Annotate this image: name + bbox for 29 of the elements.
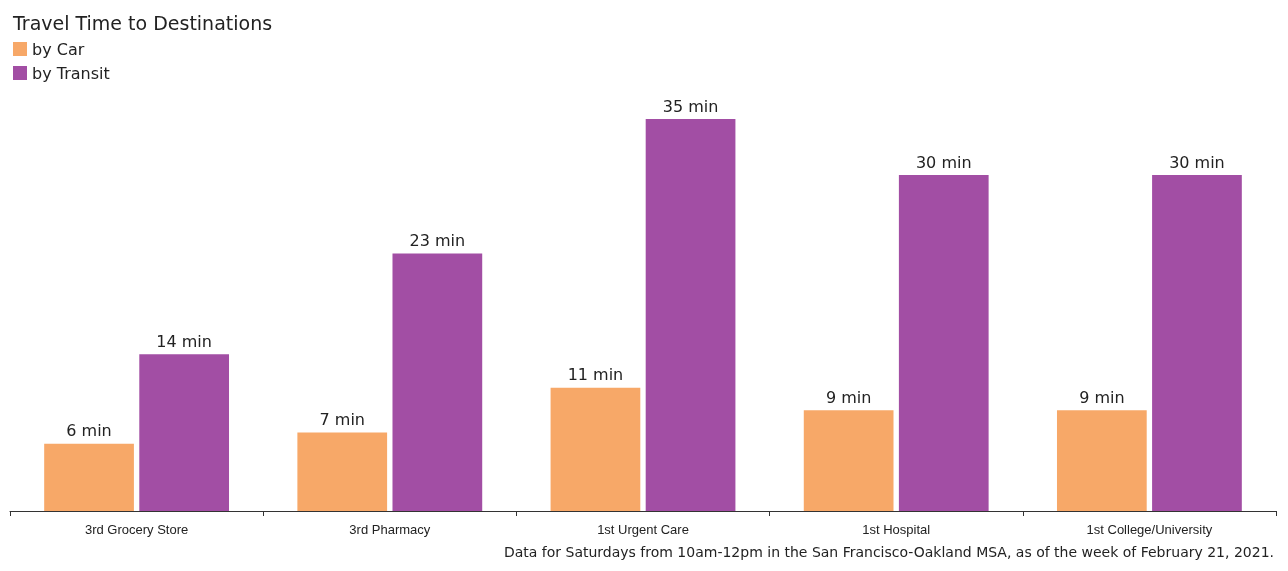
bar	[44, 443, 134, 511]
data-label: 23 min	[409, 230, 466, 250]
x-tick-label: 3rd Grocery Store	[84, 522, 189, 537]
bar	[645, 119, 736, 511]
legend-label: by Transit	[32, 63, 110, 83]
data-label: 6 min	[66, 421, 112, 441]
bar	[139, 354, 230, 511]
bar	[550, 387, 641, 511]
bar	[392, 253, 483, 511]
x-tick-label: 3rd Pharmacy	[349, 522, 431, 537]
data-label: 14 min	[156, 331, 212, 351]
x-tick-label: 1st College/University	[1086, 522, 1213, 537]
data-label: 11 min	[567, 365, 624, 385]
legend-label: by Car	[32, 39, 85, 59]
bar	[297, 432, 388, 511]
bar	[1152, 175, 1242, 511]
text: Data for Saturdays from 10am-12pm in the San Francisco-Oakland MSA, as of the week of February 21, 2021.	[503, 544, 1275, 560]
data-label: 30 min	[1169, 152, 1225, 172]
chart-title: Travel Time to Destinations	[12, 11, 273, 34]
bar	[1056, 410, 1147, 511]
x-tick-label: 1st Urgent Care	[597, 522, 689, 537]
x-tick-label: 1st Hospital	[862, 522, 931, 537]
data-label: 7 min	[319, 410, 365, 430]
data-label: 9 min	[1079, 387, 1125, 407]
data-label: 30 min	[915, 152, 972, 172]
data-label: 9 min	[825, 387, 872, 407]
data-label: 35 min	[662, 96, 719, 116]
bar	[803, 410, 894, 511]
bar	[898, 175, 989, 511]
